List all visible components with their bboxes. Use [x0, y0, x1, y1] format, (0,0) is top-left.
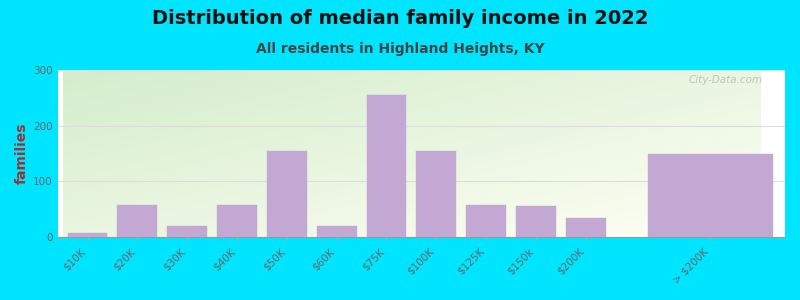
Text: Distribution of median family income in 2022: Distribution of median family income in …: [152, 9, 648, 28]
Bar: [118, 205, 158, 237]
Bar: [516, 206, 556, 237]
Bar: [217, 205, 257, 237]
Text: All residents in Highland Heights, KY: All residents in Highland Heights, KY: [256, 42, 544, 56]
Bar: [566, 218, 606, 237]
Bar: [366, 95, 406, 237]
Bar: [648, 154, 773, 237]
Bar: [68, 233, 107, 237]
Bar: [416, 151, 456, 237]
Bar: [167, 226, 207, 237]
Text: City-Data.com: City-Data.com: [689, 75, 763, 85]
Y-axis label: families: families: [15, 123, 29, 184]
Bar: [267, 151, 306, 237]
Bar: [466, 205, 506, 237]
Bar: [317, 226, 357, 237]
